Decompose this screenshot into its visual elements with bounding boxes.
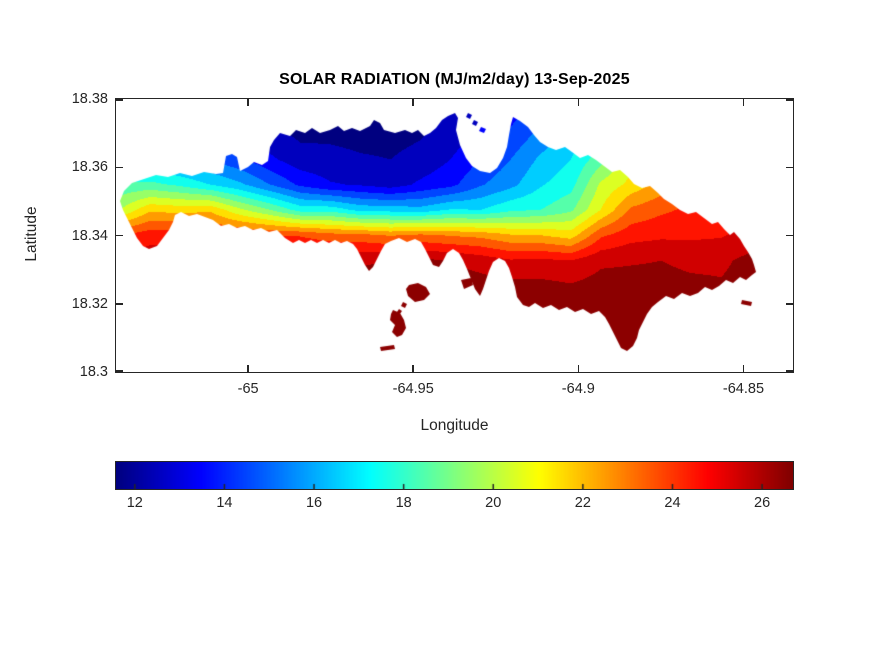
y-tick-label: 18.3 (79, 364, 108, 380)
x-axis-tick (742, 99, 745, 106)
y-tick-label: 18.36 (71, 159, 108, 176)
x-axis-label: Longitude (420, 417, 489, 434)
colorbar (115, 461, 794, 490)
x-axis-tick (577, 365, 580, 372)
y-axis-tick (116, 303, 123, 305)
y-axis-tick (116, 234, 123, 237)
y-axis-tick (116, 99, 123, 101)
colorbar-tick-label: 12 (126, 495, 143, 511)
x-tick-label: -65 (237, 381, 259, 397)
x-axis-tick (412, 365, 414, 372)
colorbar-tick-label: 26 (754, 495, 771, 511)
colorbar-canvas (116, 462, 793, 489)
x-tick-label: -64.95 (392, 381, 434, 397)
colorbar-tick-label: 18 (395, 495, 412, 511)
x-axis-tick (247, 365, 249, 372)
y-axis-tick (786, 370, 793, 372)
colorbar-tick-label: 22 (574, 495, 591, 511)
y-axis-tick (786, 99, 793, 101)
y-tick-label: 18.38 (71, 91, 108, 107)
y-axis-tick (786, 234, 793, 237)
y-axis-tick (786, 166, 793, 168)
y-axis-tick (786, 303, 793, 305)
chart-title: SOLAR RADIATION (MJ/m2/day) 13-Sep-2025 (279, 71, 630, 88)
x-axis-tick (247, 99, 249, 106)
x-axis-tick (742, 365, 745, 372)
y-axis-tick (116, 166, 123, 168)
colorbar-tick-label: 24 (664, 495, 681, 511)
x-tick-label: -64.9 (561, 381, 595, 397)
y-tick-label: 18.32 (71, 295, 108, 312)
colorbar-tick-label: 16 (305, 495, 323, 511)
colorbar-tick-label: 14 (216, 495, 233, 511)
x-axis-tick (412, 99, 414, 106)
x-tick-label: -64.85 (722, 381, 765, 397)
y-axis-tick (116, 370, 123, 372)
colorbar-tick-label: 20 (485, 495, 502, 511)
plot-area (115, 98, 794, 373)
contour-map-canvas (116, 99, 793, 372)
x-axis-tick (577, 99, 580, 106)
y-tick-label: 18.34 (71, 227, 108, 244)
